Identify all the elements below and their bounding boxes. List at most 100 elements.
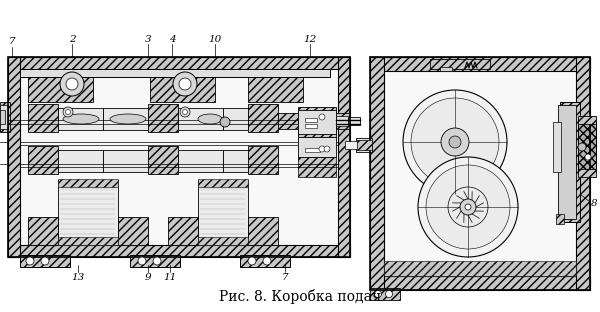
Circle shape: [374, 290, 382, 298]
Bar: [305, 118, 317, 122]
Bar: [168, 217, 198, 245]
Circle shape: [411, 98, 499, 186]
Text: 11: 11: [163, 272, 176, 281]
Circle shape: [60, 72, 84, 96]
Circle shape: [403, 90, 507, 194]
Bar: [8, 245, 350, 257]
Circle shape: [41, 257, 49, 265]
Text: Рис. 8. Коробка подач: Рис. 8. Коробка подач: [219, 289, 381, 304]
Circle shape: [449, 136, 461, 148]
Circle shape: [585, 154, 591, 160]
Bar: [336, 113, 350, 129]
Circle shape: [465, 204, 471, 210]
Circle shape: [220, 117, 230, 127]
Bar: [58, 150, 103, 172]
Circle shape: [319, 114, 325, 120]
Circle shape: [578, 143, 586, 151]
Circle shape: [441, 128, 469, 156]
Bar: [345, 141, 357, 149]
Bar: [578, 122, 596, 172]
Circle shape: [386, 290, 392, 298]
Bar: [178, 150, 223, 172]
Bar: [356, 140, 372, 150]
Bar: [370, 288, 400, 300]
Circle shape: [263, 257, 271, 265]
Bar: [298, 157, 336, 177]
Bar: [130, 255, 180, 267]
Bar: [178, 108, 223, 130]
Bar: [223, 150, 248, 172]
Circle shape: [179, 78, 191, 90]
Bar: [298, 137, 336, 157]
Bar: [28, 217, 58, 245]
Bar: [248, 146, 278, 174]
Bar: [578, 116, 596, 124]
Bar: [198, 237, 248, 245]
Circle shape: [248, 257, 256, 265]
Bar: [8, 57, 20, 257]
Bar: [370, 57, 590, 290]
Bar: [103, 150, 148, 172]
Text: 9: 9: [145, 272, 151, 281]
Bar: [338, 57, 350, 257]
Bar: [348, 117, 360, 125]
Bar: [430, 59, 490, 69]
Bar: [58, 180, 118, 245]
Bar: [336, 116, 348, 126]
Ellipse shape: [198, 114, 222, 124]
Ellipse shape: [110, 114, 146, 124]
Bar: [0, 110, 5, 124]
Bar: [370, 57, 590, 71]
Circle shape: [26, 257, 34, 265]
Bar: [356, 138, 372, 152]
Bar: [58, 237, 118, 245]
Bar: [558, 105, 576, 219]
Bar: [560, 102, 580, 222]
Bar: [576, 57, 590, 290]
Text: 3: 3: [145, 36, 151, 45]
Circle shape: [324, 146, 330, 152]
Circle shape: [319, 146, 325, 152]
Bar: [28, 104, 58, 132]
Bar: [118, 217, 148, 245]
Circle shape: [65, 110, 71, 115]
Bar: [305, 148, 320, 152]
Text: 2: 2: [68, 36, 76, 45]
Bar: [440, 67, 452, 71]
Circle shape: [426, 165, 510, 249]
Circle shape: [180, 107, 190, 117]
Text: 10: 10: [208, 36, 221, 45]
Bar: [20, 69, 330, 77]
Circle shape: [182, 110, 187, 115]
Text: 8: 8: [590, 199, 598, 208]
Bar: [305, 124, 317, 128]
Bar: [20, 69, 338, 245]
Bar: [223, 108, 248, 130]
Bar: [556, 214, 564, 224]
Bar: [8, 57, 350, 257]
Bar: [198, 179, 248, 187]
Bar: [248, 69, 303, 102]
Bar: [20, 255, 70, 267]
Bar: [28, 146, 58, 174]
Bar: [298, 110, 336, 134]
Circle shape: [173, 72, 197, 96]
Text: 13: 13: [71, 272, 85, 281]
Bar: [248, 217, 278, 245]
Bar: [148, 146, 178, 174]
Bar: [150, 69, 215, 102]
Bar: [0, 105, 8, 129]
Bar: [553, 122, 561, 172]
Circle shape: [63, 107, 73, 117]
Bar: [58, 108, 103, 130]
Bar: [103, 108, 148, 130]
Text: 7: 7: [281, 272, 289, 281]
Bar: [298, 107, 336, 137]
Ellipse shape: [63, 114, 99, 124]
Text: 7: 7: [8, 37, 16, 46]
Bar: [578, 169, 596, 177]
Bar: [384, 261, 576, 276]
Circle shape: [138, 257, 146, 265]
Text: 4: 4: [169, 36, 175, 45]
Bar: [278, 113, 298, 129]
